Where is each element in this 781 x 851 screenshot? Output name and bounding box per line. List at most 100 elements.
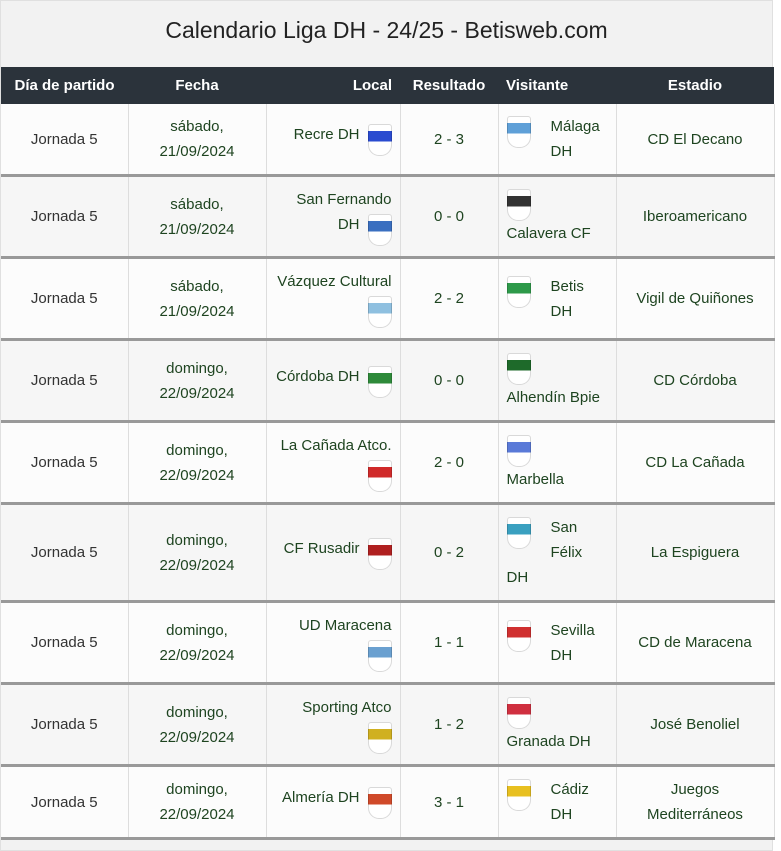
stadium-cell: Juegos Mediterráneos bbox=[616, 765, 775, 840]
visitor-team-link[interactable]: Marbella bbox=[506, 471, 565, 488]
visitor-team-link[interactable]: Alhendín Bpie bbox=[506, 389, 600, 406]
local-team-link[interactable]: La Cañada Atco. bbox=[280, 437, 392, 454]
local-team-link[interactable]: Vázquez Cultural bbox=[277, 273, 392, 290]
visitor-team-link[interactable]: Betis DH bbox=[550, 277, 584, 320]
jornada-cell: Jornada 5 bbox=[1, 765, 129, 840]
date-text: 22/09/2024 bbox=[159, 728, 235, 746]
local-team-link[interactable]: Córdoba DH bbox=[276, 367, 360, 385]
jornada-cell: Jornada 5 bbox=[1, 104, 129, 177]
local-cell: San Fernando DH bbox=[266, 175, 401, 259]
local-cell: CF Rusadir bbox=[266, 503, 401, 603]
table-row: Jornada 5 sábado, 21/09/2024 San Fernando… bbox=[1, 175, 775, 259]
day-text: domingo, bbox=[166, 359, 228, 377]
local-cell: Córdoba DH bbox=[266, 339, 401, 423]
local-cell: La Cañada Atco. bbox=[266, 421, 401, 505]
visitor-team-link[interactable]: Sevilla DH bbox=[550, 621, 595, 664]
header-jornada: Día de partido bbox=[1, 67, 128, 104]
fecha-cell: domingo, 22/09/2024 bbox=[128, 601, 267, 685]
day-text: sábado, bbox=[170, 277, 224, 295]
local-crest-icon bbox=[367, 722, 392, 754]
result-cell: 2 - 3 bbox=[400, 104, 499, 177]
table-header: Día de partido Fecha Local Resultado Vis… bbox=[1, 67, 774, 104]
visitor-cell: Betis DH bbox=[498, 257, 617, 341]
stadium-cell: CD Córdoba bbox=[616, 339, 775, 423]
date-text: 22/09/2024 bbox=[159, 806, 235, 823]
local-cell: Sporting Atco bbox=[266, 683, 401, 767]
header-resultado: Resultado bbox=[400, 67, 498, 104]
result-cell: 0 - 2 bbox=[400, 503, 499, 603]
stadium-cell: La Espiguera bbox=[616, 503, 775, 603]
table-row: Jornada 5 sábado, 21/09/2024 Vázquez Cult… bbox=[1, 257, 775, 341]
local-crest-icon bbox=[367, 214, 392, 246]
table-row: Jornada 5 domingo, 22/09/2024 Sporting At… bbox=[1, 683, 775, 767]
visitor-crest-icon bbox=[506, 116, 531, 148]
date-text: 22/09/2024 bbox=[159, 466, 235, 484]
date-text: 22/09/2024 bbox=[159, 556, 235, 574]
visitor-cell: San Félix DH bbox=[498, 503, 617, 603]
visitor-cell: Sevilla DH bbox=[498, 601, 617, 685]
stadium-cell: CD La Cañada bbox=[616, 421, 775, 505]
local-crest-icon bbox=[367, 640, 392, 672]
table-row: Jornada 5 domingo, 22/09/2024 CF Rusadir … bbox=[1, 503, 775, 603]
visitor-crest-icon bbox=[506, 275, 531, 308]
day-text: domingo, bbox=[166, 703, 228, 721]
header-visitante: Visitante bbox=[498, 67, 616, 104]
local-team-link[interactable]: Almería DH bbox=[281, 789, 360, 806]
day-text: sábado, bbox=[170, 118, 224, 135]
table-row: Jornada 5 domingo, 22/09/2024 Almería DH … bbox=[1, 765, 775, 840]
result-cell: 2 - 2 bbox=[400, 257, 499, 341]
visitor-team-link[interactable]: Cádiz DH bbox=[550, 781, 589, 823]
local-team-link[interactable]: CF Rusadir bbox=[283, 539, 360, 557]
date-text: 22/09/2024 bbox=[159, 646, 235, 664]
day-text: domingo, bbox=[166, 531, 228, 549]
visitor-cell: Cádiz DH bbox=[498, 765, 617, 840]
local-cell: Vázquez Cultural bbox=[266, 257, 401, 341]
visitor-crest-icon bbox=[506, 435, 531, 467]
local-cell: Almería DH bbox=[266, 765, 401, 840]
local-team-link[interactable]: Recre DH bbox=[293, 126, 360, 143]
jornada-cell: Jornada 5 bbox=[1, 601, 129, 685]
visitor-team-link[interactable]: San Félix DH bbox=[506, 519, 583, 586]
visitor-cell: Alhendín Bpie bbox=[498, 339, 617, 423]
visitor-cell: Málaga DH bbox=[498, 104, 617, 177]
stadium-cell: José Benoliel bbox=[616, 683, 775, 767]
page-title: Calendario Liga DH - 24/25 - Betisweb.co… bbox=[165, 17, 608, 43]
visitor-crest-icon bbox=[506, 189, 531, 221]
visitor-team-link[interactable]: Calavera CF bbox=[506, 225, 591, 242]
local-team-link[interactable]: San Fernando DH bbox=[296, 191, 392, 233]
local-crest-icon bbox=[367, 460, 392, 492]
local-crest-icon bbox=[367, 537, 392, 570]
header-local: Local bbox=[266, 67, 400, 104]
visitor-cell: Marbella bbox=[498, 421, 617, 505]
result-cell: 3 - 1 bbox=[400, 765, 499, 840]
jornada-cell: Jornada 5 bbox=[1, 421, 129, 505]
local-cell: Recre DH bbox=[266, 104, 401, 177]
local-crest-icon bbox=[367, 124, 392, 156]
result-cell: 1 - 1 bbox=[400, 601, 499, 685]
jornada-cell: Jornada 5 bbox=[1, 339, 129, 423]
day-text: domingo, bbox=[166, 441, 228, 459]
fecha-cell: domingo, 22/09/2024 bbox=[128, 503, 267, 603]
fecha-cell: sábado, 21/09/2024 bbox=[128, 175, 267, 259]
fecha-cell: domingo, 22/09/2024 bbox=[128, 683, 267, 767]
result-cell: 0 - 0 bbox=[400, 175, 499, 259]
local-team-link[interactable]: UD Maracena bbox=[298, 617, 392, 634]
header-fecha: Fecha bbox=[128, 67, 266, 104]
stadium-cell: Vigil de Quiñones bbox=[616, 257, 775, 341]
jornada-cell: Jornada 5 bbox=[1, 257, 129, 341]
visitor-crest-icon bbox=[506, 619, 531, 652]
visitor-crest-icon bbox=[506, 697, 531, 729]
table-row: Jornada 5 domingo, 22/09/2024 La Cañada A… bbox=[1, 421, 775, 505]
result-cell: 0 - 0 bbox=[400, 339, 499, 423]
local-team-link[interactable]: Sporting Atco bbox=[302, 699, 392, 716]
visitor-team-link[interactable]: Granada DH bbox=[506, 733, 591, 750]
local-crest-icon bbox=[367, 365, 392, 398]
date-text: 21/09/2024 bbox=[159, 220, 235, 238]
visitor-team-link[interactable]: Málaga DH bbox=[550, 118, 600, 160]
jornada-cell: Jornada 5 bbox=[1, 175, 129, 259]
table-row: Jornada 5 domingo, 22/09/2024 UD Maracena… bbox=[1, 601, 775, 685]
local-cell: UD Maracena bbox=[266, 601, 401, 685]
fecha-cell: domingo, 22/09/2024 bbox=[128, 765, 267, 840]
date-text: 21/09/2024 bbox=[159, 143, 235, 160]
